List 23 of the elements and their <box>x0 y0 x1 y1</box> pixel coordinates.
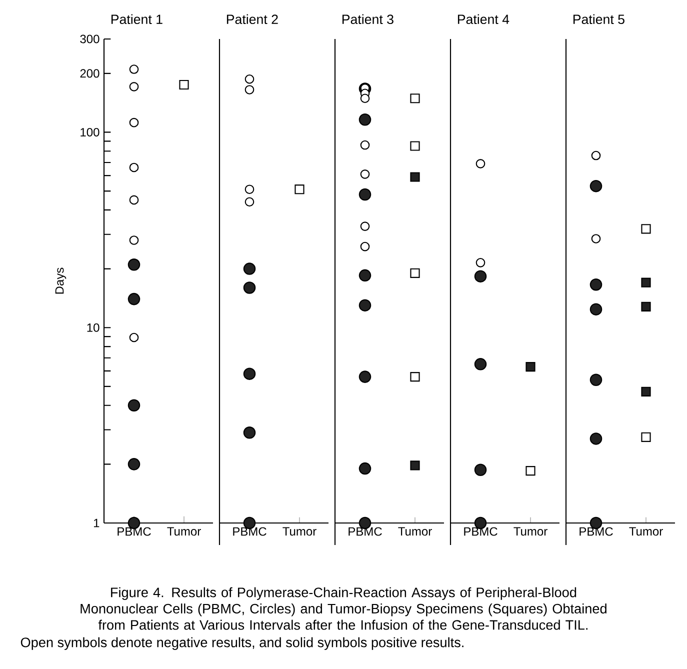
x-tick-label: Tumor <box>167 527 201 536</box>
x-tick-label: PBMC <box>233 527 266 536</box>
chart-title: Patient 3 <box>342 14 394 24</box>
chart-title: Patient 5 <box>573 14 624 24</box>
caption: Figure 4. Results of Polymerase-Chain-Reaction Assays of Peripheral-Blood Mononuclear Cells (PBMC, Circles) and Tumor-Biopsy Specimens (Squares) Obtained from Patients at Various Intervals after the Infusion of the Gene-Transduced TIL. <box>80 587 606 630</box>
x-tick-label: Tumor <box>629 527 663 536</box>
x-tick-label: PBMC <box>464 527 498 536</box>
y-axis-title: Days <box>55 268 66 294</box>
x-tick-label: Tumor <box>514 527 548 536</box>
chart-title: Patient 4 <box>458 14 510 24</box>
text: Open symbols denote negative results, and solid symbols positive results. <box>20 637 464 650</box>
y-tick-label: 100 <box>80 128 100 136</box>
x-tick-label: Tumor <box>282 527 316 536</box>
y-tick-label: 10 <box>87 323 100 332</box>
y-tick-label: 200 <box>80 69 100 78</box>
x-tick-label: PBMC <box>580 527 613 536</box>
x-tick-label: PBMC <box>118 527 151 536</box>
y-tick-label: 300 <box>80 34 100 44</box>
chart-title: Patient 2 <box>226 14 278 24</box>
y-tick-label: 1 <box>94 518 100 528</box>
chart-title: Patient 1 <box>111 14 162 24</box>
x-tick-label: Tumor <box>398 527 432 536</box>
x-tick-label: PBMC <box>348 527 382 536</box>
